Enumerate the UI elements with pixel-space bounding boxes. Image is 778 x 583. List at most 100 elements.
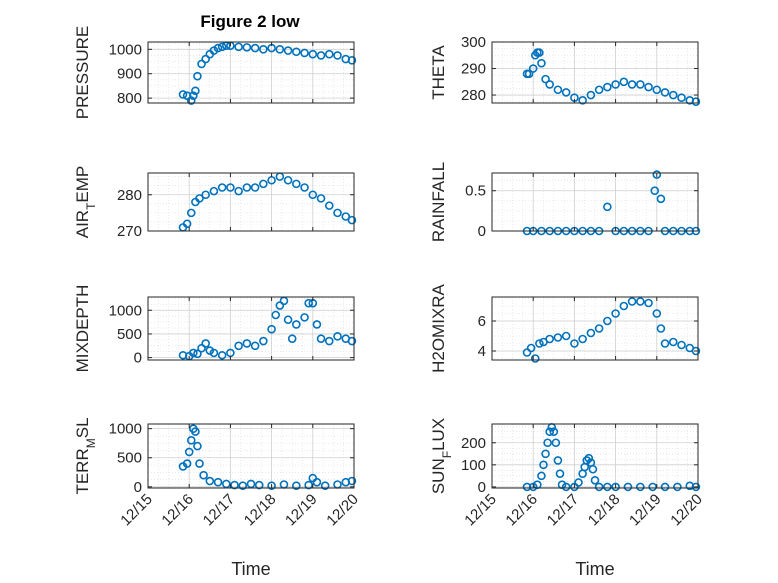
data-point — [250, 43, 260, 53]
y-tick-label: 100 — [461, 457, 486, 474]
data-point — [182, 91, 192, 100]
data-point — [526, 343, 536, 353]
data-point — [308, 190, 318, 200]
data-point — [259, 179, 268, 189]
axes-box — [147, 423, 355, 489]
x-axis-label: Time — [231, 559, 270, 579]
data-point — [586, 328, 596, 338]
x-tick-label: 12/19 — [282, 491, 321, 530]
data-point — [195, 194, 204, 203]
data-point — [691, 346, 701, 356]
data-point — [691, 97, 701, 106]
data-point — [182, 219, 192, 229]
data-point — [347, 215, 357, 225]
data-point — [259, 336, 268, 346]
x-tick-label: 12/18 — [241, 491, 280, 530]
data-point — [652, 85, 662, 95]
data-point — [201, 54, 210, 64]
data-point — [226, 183, 235, 192]
subplot-6: 4 6 H2OMIXRA — [429, 283, 701, 373]
data-point — [603, 316, 612, 326]
data-point — [668, 337, 678, 347]
data-point — [234, 42, 243, 52]
data-point — [191, 86, 200, 96]
data-point — [193, 441, 202, 451]
axes-box — [491, 41, 699, 104]
data-point — [691, 482, 701, 492]
data-point — [230, 480, 239, 490]
data-point — [545, 427, 554, 437]
y-tick-label: 0 — [478, 223, 486, 240]
data-point — [650, 186, 660, 196]
data-point — [590, 475, 600, 485]
data-point — [191, 427, 200, 436]
x-tick-label: 12/20 — [667, 491, 706, 530]
data-point — [347, 476, 357, 486]
y-tick-label: 270 — [117, 223, 142, 240]
x-tick-label: 12/16 — [158, 491, 197, 530]
data-point — [292, 179, 301, 189]
data-point — [582, 456, 592, 465]
data-point — [193, 71, 202, 81]
data-point — [528, 482, 538, 492]
axis-label-subscript: F — [440, 451, 454, 458]
data-point — [677, 93, 686, 102]
y-tick-label: 1000 — [109, 41, 142, 58]
data-point — [636, 297, 645, 306]
x-tick-label: 12/20 — [323, 491, 362, 530]
data-point — [561, 331, 571, 341]
data-point — [535, 48, 544, 57]
axes-box — [491, 423, 699, 489]
y-axis-label: RAINFALL — [429, 162, 448, 242]
data-point — [287, 334, 297, 343]
data-point — [652, 170, 662, 179]
data-point — [660, 88, 670, 97]
data-point — [648, 482, 657, 492]
y-axis-label: H2OMIXRA — [429, 283, 448, 372]
data-point — [242, 43, 252, 52]
axis-label-subscript: M — [84, 438, 98, 448]
data-point — [522, 348, 532, 357]
data-point — [656, 194, 666, 204]
y-axis-label: THETA — [429, 45, 448, 100]
data-point — [611, 309, 620, 318]
data-point — [660, 482, 670, 492]
y-tick-label: 280 — [461, 87, 486, 104]
axes-box — [147, 41, 355, 104]
data-point — [238, 481, 248, 490]
data-point — [316, 194, 326, 203]
axis-label-rest: LUX — [429, 418, 448, 451]
subplot-5: 0 500 1000 MIXDEPTH — [73, 285, 357, 372]
data-point — [545, 80, 554, 89]
y-tick-label: 0 — [134, 479, 142, 496]
data-point — [333, 332, 342, 341]
data-point — [555, 469, 565, 478]
subplot-1: 800 900 1000 PRESSURE — [73, 26, 357, 119]
data-point — [209, 186, 219, 196]
data-point — [660, 339, 670, 348]
data-point — [561, 88, 571, 97]
data-point — [603, 82, 612, 92]
axes-box — [491, 296, 699, 361]
y-tick-label: 4 — [478, 343, 486, 360]
data-point — [551, 438, 561, 448]
data-point — [308, 49, 318, 59]
data-point — [217, 350, 227, 360]
x-tick-label: 12/18 — [585, 491, 624, 530]
data-point — [250, 341, 260, 351]
data-point — [193, 349, 202, 359]
data-point — [545, 334, 554, 344]
data-point — [246, 479, 256, 489]
data-point — [283, 46, 293, 55]
data-point — [347, 55, 357, 65]
data-point — [213, 43, 223, 53]
data-point — [242, 339, 252, 348]
data-point — [292, 47, 301, 57]
data-point — [673, 482, 682, 492]
data-point — [300, 183, 309, 192]
data-point — [636, 80, 645, 89]
data-point — [324, 49, 334, 59]
data-point — [197, 343, 206, 353]
data-point — [320, 481, 330, 490]
data-point — [578, 96, 587, 105]
